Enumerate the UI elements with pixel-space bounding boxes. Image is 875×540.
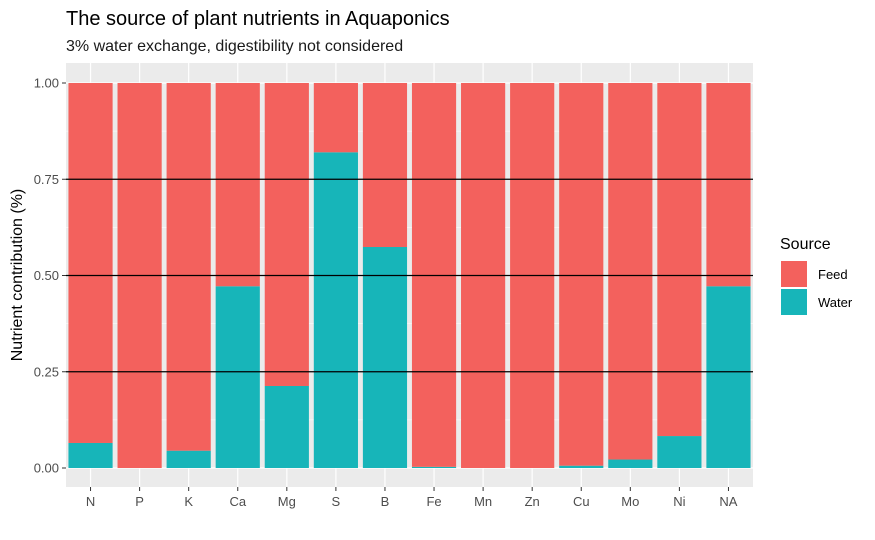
x-tick-label: Mg (278, 494, 296, 509)
x-tick-label: P (135, 494, 144, 509)
x-tick-label: Mn (474, 494, 492, 509)
bar-water-fe (411, 466, 457, 468)
bars (68, 83, 751, 469)
bar-feed-mo (608, 83, 653, 460)
y-tick-label: 1.00 (34, 76, 59, 91)
y-tick-label: 0.75 (34, 172, 59, 187)
bar-feed-ni (657, 83, 702, 437)
x-tick-label: Cu (573, 494, 590, 509)
bar-water-k (166, 450, 211, 468)
x-tick-label: B (381, 494, 390, 509)
x-ticks: N P K Ca Mg S B Fe Mn Zn Cu Mo Ni NA (86, 487, 738, 509)
bar-water-mo (608, 459, 653, 468)
bar-feed-na (706, 83, 751, 287)
legend: Source Feed Water (780, 236, 853, 315)
bar-feed-b (362, 83, 408, 248)
bar-water-ca (215, 286, 260, 468)
y-tick-label: 0.00 (34, 461, 59, 476)
bar-water-b (362, 247, 408, 468)
y-tick-label: 0.25 (34, 364, 59, 379)
legend-title: Source (780, 236, 831, 253)
y-tick-label: 0.50 (34, 268, 59, 283)
x-tick-label: Mo (621, 494, 639, 509)
legend-swatch-water (781, 289, 807, 315)
bar-feed-s (313, 83, 358, 153)
bar-water-na (706, 286, 751, 468)
reference-lines (66, 178, 753, 373)
bar-feed-cu (559, 83, 604, 466)
x-tick-label: K (184, 494, 193, 509)
bar-water-cu (559, 465, 604, 468)
bar-water-s (313, 152, 358, 469)
chart-subtitle: 3% water exchange, digestibility not con… (66, 38, 403, 55)
legend-label-feed: Feed (818, 267, 848, 282)
x-tick-label: S (332, 494, 341, 509)
x-tick-label: Ni (673, 494, 685, 509)
legend-swatch-feed (781, 261, 807, 287)
bar-water-ni (657, 436, 702, 468)
y-ticks: 0.00 0.25 0.50 0.75 1.00 (34, 76, 66, 476)
bar-water-mg (264, 385, 309, 468)
x-tick-label: N (86, 494, 95, 509)
x-tick-label: Zn (525, 494, 540, 509)
bar-feed-ca (215, 83, 260, 287)
bar-feed-n (68, 83, 113, 443)
x-tick-label: NA (719, 494, 737, 509)
legend-label-water: Water (818, 295, 853, 310)
x-tick-label: Fe (426, 494, 441, 509)
x-tick-label: Ca (229, 494, 246, 509)
bar-feed-k (166, 83, 211, 451)
bar-feed-mg (264, 83, 309, 386)
y-axis-title: Nutrient contribution (%) (9, 189, 26, 362)
bar-water-n (68, 442, 113, 468)
chart-title: The source of plant nutrients in Aquapon… (66, 8, 450, 30)
